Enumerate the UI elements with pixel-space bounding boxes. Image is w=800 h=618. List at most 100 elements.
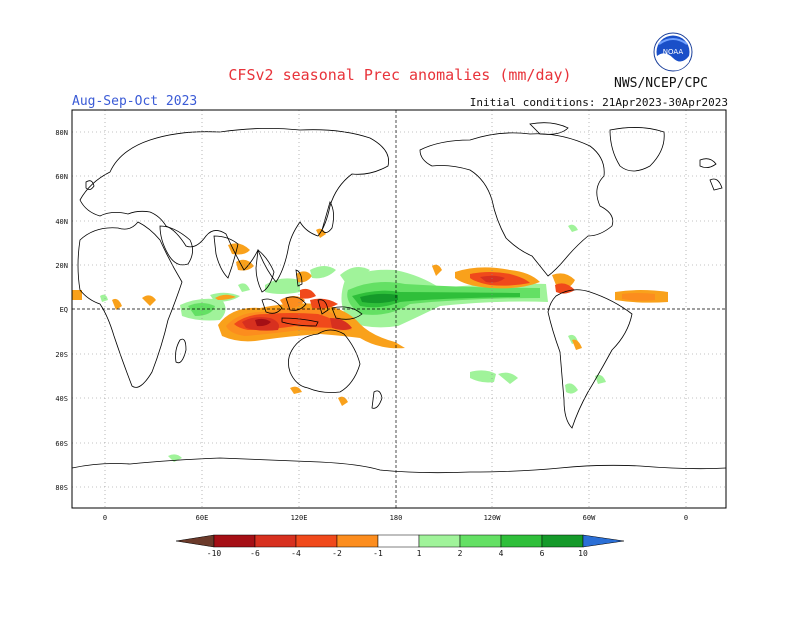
colorbar-swatch [500, 534, 543, 548]
lon-tick: 0 [103, 514, 107, 522]
philippines-outline [295, 269, 303, 287]
negative-anomaly-area [228, 243, 250, 255]
new-zealand-outline [371, 390, 383, 409]
colorbar-label: -10 [207, 549, 222, 558]
lat-tick: 60S [55, 440, 68, 448]
colorbar-label: 2 [458, 549, 463, 558]
positive-anomaly-area [168, 454, 182, 462]
lon-tick: 120E [291, 514, 308, 522]
lat-tick: 60N [55, 173, 68, 181]
lon-tick: 60E [196, 514, 209, 522]
colorbar-label: 4 [499, 549, 504, 558]
lat-tick: EQ [60, 306, 68, 314]
colorbar-label: 6 [540, 549, 545, 558]
positive-anomaly-area [100, 294, 108, 302]
colorbar-label: -2 [332, 549, 342, 558]
colorbar-arrow-low [175, 534, 215, 548]
iceland-outline [699, 158, 717, 168]
japan-outline [321, 201, 334, 233]
colorbar-arrow-high [582, 534, 625, 548]
noaa-logo: NOAA [653, 32, 693, 72]
negative-anomaly-area [290, 386, 302, 394]
negative-anomaly-area [572, 339, 582, 350]
colorbar-label: 10 [578, 549, 588, 558]
lon-tick: 0 [684, 514, 688, 522]
negative-anomaly-area [555, 283, 575, 294]
land-outlines [72, 122, 726, 474]
lon-tick: 180 [390, 514, 403, 522]
north-america-outline [419, 132, 614, 277]
colorbar-swatch [377, 534, 420, 548]
lat-tick: 40S [55, 395, 68, 403]
negative-anomaly-area [112, 298, 122, 310]
lat-ticks: 80N 60N 40N 20N EQ 20S 40S 60S 80S [55, 129, 68, 492]
sulawesi-outline [317, 299, 329, 315]
positive-anomaly-area [470, 370, 496, 383]
negative-anomaly-area [255, 318, 271, 327]
arctic-islands-outline [529, 122, 569, 135]
lat-tick: 80S [55, 484, 68, 492]
eurasia-outline [79, 128, 389, 283]
australia-outline [288, 329, 361, 393]
positive-anomaly-area [595, 374, 606, 384]
arabia-outline [159, 225, 193, 266]
lat-tick: 80N [55, 129, 68, 137]
colorbar-swatch [254, 534, 297, 548]
europe-west-outline [709, 178, 723, 191]
new-guinea-outline [331, 306, 363, 320]
colorbar: -10 -6 -4 -2 -1 1 2 4 6 10 [175, 534, 625, 558]
negative-anomaly-area [72, 290, 82, 300]
greenland-outline [609, 127, 665, 172]
south-america-outline [547, 289, 633, 429]
positive-anomaly-area [565, 383, 578, 394]
negative-anomaly-area [330, 318, 352, 330]
positive-anomaly-area [265, 278, 300, 294]
colorbar-swatch [295, 534, 338, 548]
negative-anomaly-area [480, 275, 505, 283]
negative-anomaly-area [338, 396, 348, 406]
colorbar-label: -1 [373, 549, 383, 558]
positive-anomaly-area [498, 372, 518, 384]
negative-anomaly-area [300, 288, 316, 299]
sumatra-outline [261, 298, 283, 314]
positive-anomaly-area [568, 224, 578, 232]
java-outline [281, 317, 319, 327]
lat-tick: 20S [55, 351, 68, 359]
colorbar-swatch [213, 534, 256, 548]
lon-tick: 120W [484, 514, 502, 522]
initial-conditions-label: Initial conditions: 21Apr2023-30Apr2023 [469, 96, 728, 109]
colorbar-swatch [418, 534, 461, 548]
positive-anomaly-area [238, 283, 250, 292]
graticule [72, 110, 726, 508]
negative-anomaly-area [310, 298, 338, 309]
colorbar-swatch [459, 534, 502, 548]
colorbar-label: -6 [250, 549, 260, 558]
positive-anomaly-area [310, 266, 336, 279]
uk-outline [85, 180, 95, 190]
borneo-outline [285, 296, 307, 311]
negative-anomaly-area [142, 295, 156, 306]
season-label: Aug-Sep-Oct 2023 [72, 94, 198, 109]
lon-tick: 60W [583, 514, 596, 522]
negative-anomaly-area [432, 264, 442, 276]
madagascar-outline [175, 338, 187, 364]
positive-anomaly-area [360, 293, 398, 304]
negative-anomaly-area [215, 294, 236, 300]
map-title: CFSv2 seasonal Prec anomalies (mm/day) [228, 66, 572, 84]
reference-lines [72, 110, 726, 508]
colorbar-label: 1 [417, 549, 422, 558]
positive-anomaly-area [340, 266, 370, 282]
africa-outline [77, 221, 183, 388]
lon-ticks: 0 60E 120E 180 120W 60W 0 [103, 514, 688, 522]
colorbar-label: -4 [291, 549, 301, 558]
negative-anomaly-area [622, 293, 655, 301]
lat-tick: 20N [55, 262, 68, 270]
se-asia-outline [255, 249, 275, 293]
antarctica-outline [72, 457, 726, 474]
india-outline [213, 235, 239, 279]
negative-anomaly-area [316, 228, 326, 238]
lat-tick: 40N [55, 218, 68, 226]
logo-text: NOAA [663, 48, 684, 56]
colorbar-swatch [336, 534, 379, 548]
